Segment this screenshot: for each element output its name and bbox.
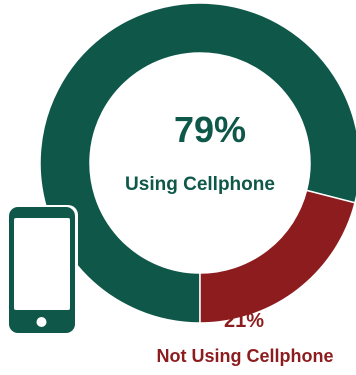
slice-not-using-cellphone	[199, 189, 356, 324]
not-using-cellphone-label: Not Using Cellphone	[157, 346, 334, 366]
slice-using-cellphone	[39, 2, 356, 324]
donut-slices	[39, 2, 356, 324]
not-using-cellphone-value: 21%	[224, 310, 264, 332]
smartphone-icon	[6, 205, 78, 335]
using-cellphone-value: 79%	[174, 109, 246, 150]
using-cellphone-label: Using Cellphone	[125, 174, 275, 195]
